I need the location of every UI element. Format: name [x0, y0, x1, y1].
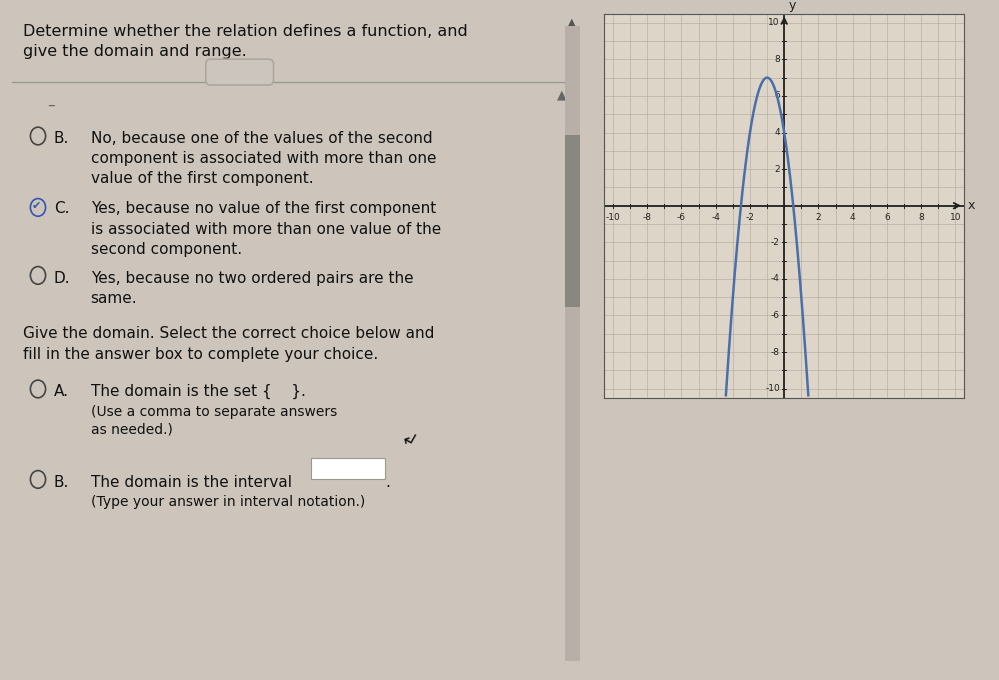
Text: -8: -8	[642, 213, 651, 222]
Text: value of the first component.: value of the first component.	[91, 171, 314, 186]
Text: 2: 2	[774, 165, 780, 173]
Text: ⋯: ⋯	[234, 65, 246, 79]
Text: 2: 2	[815, 213, 821, 222]
Text: The domain is the set {    }.: The domain is the set { }.	[91, 384, 306, 399]
Text: D.: D.	[54, 271, 70, 286]
Text: –: –	[47, 98, 54, 113]
Text: 10: 10	[768, 18, 780, 27]
Text: -4: -4	[711, 213, 720, 222]
Text: 4: 4	[850, 213, 855, 222]
Text: A.: A.	[54, 384, 69, 399]
Text: B.: B.	[54, 475, 69, 490]
Text: B.: B.	[54, 131, 69, 146]
Text: -6: -6	[771, 311, 780, 320]
Text: The domain is the interval: The domain is the interval	[91, 475, 292, 490]
Text: x: x	[967, 199, 975, 212]
Text: 8: 8	[918, 213, 924, 222]
Text: 8: 8	[774, 55, 780, 64]
Text: Yes, because no value of the first component: Yes, because no value of the first compo…	[91, 201, 436, 216]
Text: ▼: ▼	[568, 646, 575, 656]
Text: give the domain and range.: give the domain and range.	[23, 44, 247, 59]
Text: ↲: ↲	[398, 430, 420, 453]
Text: .: .	[386, 475, 391, 490]
Text: second component.: second component.	[91, 242, 242, 257]
Text: component is associated with more than one: component is associated with more than o…	[91, 151, 437, 166]
Text: y: y	[788, 0, 796, 12]
Text: -10: -10	[765, 384, 780, 393]
Text: (Type your answer in interval notation.): (Type your answer in interval notation.)	[91, 495, 365, 509]
Text: -2: -2	[771, 238, 780, 247]
Text: 6: 6	[774, 91, 780, 101]
Text: -8: -8	[771, 347, 780, 356]
Text: 10: 10	[950, 213, 961, 222]
Text: ✔: ✔	[32, 201, 42, 211]
Text: 4: 4	[774, 128, 780, 137]
Text: as needed.): as needed.)	[91, 423, 173, 437]
Text: No, because one of the values of the second: No, because one of the values of the sec…	[91, 131, 433, 146]
FancyBboxPatch shape	[564, 135, 579, 307]
Text: is associated with more than one value of the: is associated with more than one value o…	[91, 222, 441, 237]
Text: Give the domain. Select the correct choice below and: Give the domain. Select the correct choi…	[23, 326, 435, 341]
Text: ▲: ▲	[557, 88, 566, 101]
Text: -4: -4	[771, 275, 780, 284]
Text: 6: 6	[884, 213, 890, 222]
Text: C.: C.	[54, 201, 69, 216]
Text: Determine whether the relation defines a function, and: Determine whether the relation defines a…	[23, 24, 469, 39]
FancyBboxPatch shape	[206, 59, 274, 85]
Text: same.: same.	[91, 291, 137, 306]
Text: fill in the answer box to complete your choice.: fill in the answer box to complete your …	[23, 347, 379, 362]
Text: Yes, because no two ordered pairs are the: Yes, because no two ordered pairs are th…	[91, 271, 414, 286]
Text: -10: -10	[605, 213, 620, 222]
FancyBboxPatch shape	[311, 458, 385, 479]
FancyBboxPatch shape	[564, 26, 579, 661]
Text: -2: -2	[745, 213, 754, 222]
Text: (Use a comma to separate answers: (Use a comma to separate answers	[91, 405, 337, 419]
Text: ▲: ▲	[568, 17, 575, 27]
Text: -6: -6	[677, 213, 686, 222]
